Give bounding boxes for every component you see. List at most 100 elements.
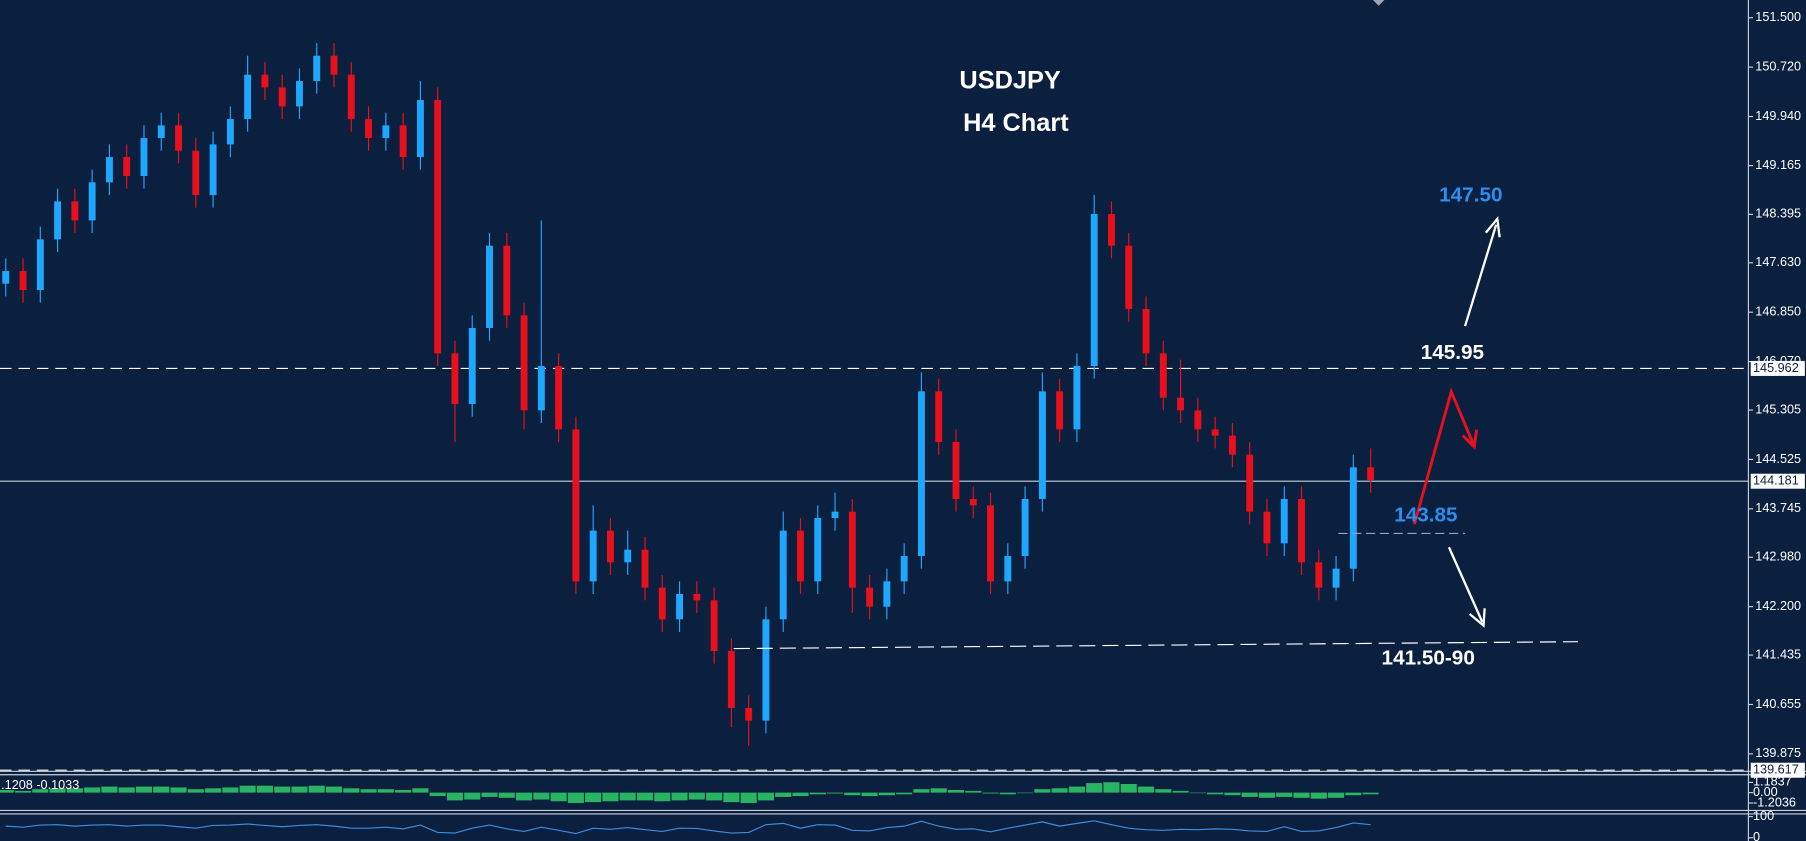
- macd-bar: [325, 786, 343, 793]
- macd-bar: [49, 788, 66, 793]
- macd-bar: [170, 787, 187, 793]
- macd-bar: [688, 792, 705, 800]
- candle-body: [831, 511, 839, 519]
- macd-bar: [1120, 783, 1137, 793]
- candle-body: [365, 119, 373, 139]
- candle-body: [1332, 568, 1340, 588]
- candle-body: [399, 125, 407, 158]
- candle-body: [330, 55, 338, 75]
- macd-bar: [395, 790, 412, 793]
- candle-body: [19, 271, 27, 291]
- candle-body: [624, 549, 632, 563]
- macd-bar: [671, 792, 688, 801]
- macd-bar: [619, 792, 636, 801]
- macd-bar: [1051, 788, 1068, 793]
- candle-body: [434, 100, 442, 354]
- macd-bar: [1086, 783, 1103, 793]
- candle-body: [762, 619, 770, 721]
- candle-body: [1073, 366, 1081, 430]
- macd-bar: [84, 787, 101, 793]
- candle-body: [572, 429, 580, 582]
- macd-bar: [1017, 792, 1034, 794]
- arrow-down: [1447, 546, 1486, 628]
- candle-body: [54, 201, 62, 240]
- candle-body: [1211, 429, 1219, 436]
- macd-bar: [1258, 792, 1276, 798]
- macd-tick-label: 1.1837: [1753, 775, 1792, 789]
- candle-body: [278, 87, 286, 107]
- chart-title: USDJPY: [959, 66, 1060, 94]
- annotation-support: 141.50-90: [1382, 646, 1475, 669]
- price-box: [1750, 360, 1805, 376]
- macd-bar: [965, 790, 982, 793]
- macd-bar: [308, 785, 325, 793]
- y-tick-label: 142.200: [1755, 599, 1801, 613]
- candle-body: [1021, 499, 1029, 556]
- candle-body: [935, 391, 943, 443]
- candle-body: [1263, 511, 1271, 544]
- macd-bar: [1068, 786, 1085, 793]
- candle-body: [140, 138, 148, 177]
- macd-bar: [533, 792, 550, 800]
- candle-body: [693, 593, 701, 601]
- arrow-up: [1463, 216, 1501, 327]
- macd-bar: [360, 789, 377, 793]
- candle-body: [641, 549, 649, 588]
- macd-label: .1208 -0.1033: [1, 778, 79, 792]
- macd-bar: [636, 792, 654, 801]
- macd-bar: [481, 792, 498, 797]
- candle-body: [917, 391, 925, 556]
- candle-body: [123, 157, 131, 177]
- candle-body: [710, 600, 718, 651]
- candle-body: [952, 442, 960, 500]
- y-tick-label: 147.630: [1755, 255, 1801, 269]
- macd-bar: [896, 792, 913, 795]
- macd-bar: [826, 792, 844, 794]
- candle-body: [2, 271, 10, 284]
- candle-body: [1367, 467, 1375, 481]
- candle-body: [900, 555, 908, 582]
- y-tick-label: 150.720: [1755, 59, 1801, 73]
- macd-bar: [222, 787, 239, 793]
- y-tick-label: 143.745: [1755, 501, 1801, 515]
- y-tick-label: 142.980: [1755, 550, 1801, 564]
- scroll-marker: [1372, 0, 1385, 6]
- candle-body: [105, 157, 113, 183]
- candle-body: [814, 518, 822, 582]
- candle-body: [883, 581, 891, 607]
- candle-body: [1090, 214, 1098, 367]
- price-box: [1750, 473, 1805, 489]
- y-tick-label: 139.875: [1755, 746, 1801, 760]
- candle-body: [192, 150, 200, 196]
- candle-body: [36, 239, 44, 291]
- candle-body: [1246, 454, 1254, 512]
- osc-tick-label: 0: [1753, 830, 1760, 841]
- macd-bar: [446, 792, 464, 801]
- candle-body: [1349, 467, 1357, 569]
- candle-body: [503, 245, 511, 316]
- candle-body: [658, 587, 666, 620]
- candle-body: [1298, 499, 1305, 563]
- annotation-resistance: 145.95: [1421, 341, 1484, 364]
- candle-body: [209, 144, 217, 196]
- oscillator-line: [5, 820, 1371, 835]
- macd-bar: [1362, 792, 1379, 795]
- candle-body: [848, 511, 856, 588]
- macd-bar: [1207, 792, 1224, 795]
- macd-bar: [1155, 789, 1172, 793]
- macd-bar: [66, 788, 83, 793]
- macd-bar: [792, 792, 809, 797]
- price-box-label: 144.181: [1753, 474, 1799, 488]
- macd-bar: [343, 788, 360, 793]
- macd-tick-label: -1.2036: [1753, 795, 1796, 809]
- annotation-target: 147.50: [1439, 183, 1502, 206]
- macd-bar: [1172, 790, 1189, 793]
- candle-body: [382, 125, 390, 139]
- candle-body: [1038, 391, 1046, 500]
- candle-body: [727, 650, 735, 708]
- macd-bar: [844, 792, 861, 796]
- candle-body: [486, 245, 493, 329]
- candle-body: [157, 125, 165, 139]
